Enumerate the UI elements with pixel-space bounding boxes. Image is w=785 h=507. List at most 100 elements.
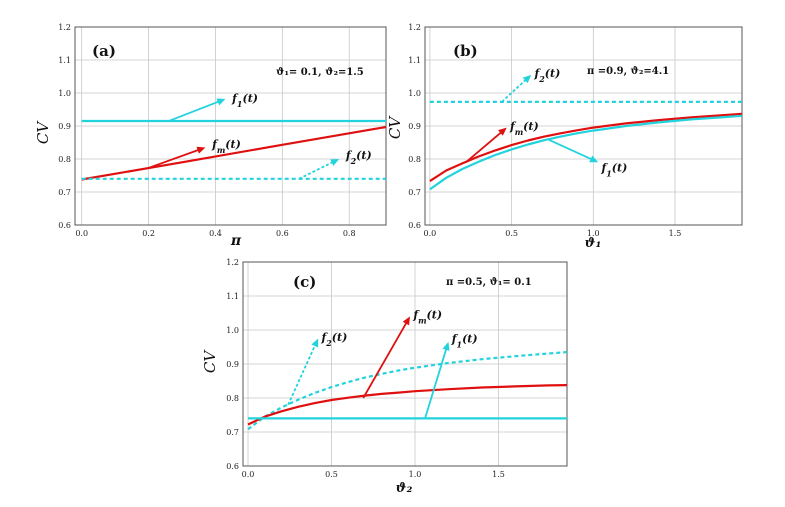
x-tick-label: 0.8 (343, 229, 356, 238)
annotation-arg: (t) (356, 149, 372, 162)
series-line-f1t (429, 114, 743, 191)
annotation-subscript: m (217, 145, 225, 155)
annotation-subscript: 2 (325, 338, 332, 348)
y-axis-label: CV (386, 115, 404, 139)
x-tick-label: 1.5 (492, 470, 505, 479)
x-tick-label: 0.5 (505, 229, 518, 238)
plot-frame (242, 261, 568, 467)
panel-c: 0.0 0.5 1.0 1.5 0.6 0.7 0.8 0.9 1.0 1.1 1.2 CV ϑ₂ (c)… (201, 258, 568, 496)
y-tick-label: 0.8 (226, 394, 239, 403)
y-tick-label: 1.0 (226, 326, 239, 335)
annotation-arrowhead (196, 146, 206, 154)
annotation-label: fm(t) (412, 309, 442, 326)
annotation-subscript: 1 (606, 168, 612, 178)
x-tick-label: 1.5 (669, 229, 682, 238)
y-tick-label: 1.1 (226, 292, 239, 301)
x-tick-label: 1.0 (409, 470, 422, 479)
x-tick-label: 0.5 (325, 470, 338, 479)
annotation-subscript: 1 (237, 99, 243, 109)
annotation-arrowhead (522, 74, 532, 84)
annotation-arrow-line (168, 100, 220, 122)
x-tick-label: 0.4 (209, 229, 222, 238)
annotation-arg: (t) (427, 309, 443, 322)
annotation-arg: (t) (242, 92, 258, 105)
x-tick-label: 0.0 (424, 229, 437, 238)
annotation-label: fm(t) (509, 120, 539, 137)
y-tick-label: 0.9 (58, 122, 71, 131)
annotation-arg: (t) (225, 138, 241, 151)
x-tick-label: 1.0 (587, 229, 600, 238)
annotation-arrowhead (442, 341, 450, 351)
annotation-label: f1(t) (600, 161, 627, 178)
annotation-arrow-line (287, 344, 317, 406)
annotation-arrowhead (402, 316, 411, 326)
annotation-arrowhead (330, 159, 340, 166)
annotation-arg: (t) (545, 67, 561, 80)
plot-frame (424, 26, 743, 226)
series-line-fmt (429, 112, 743, 183)
y-tick-label: 0.9 (408, 122, 421, 131)
y-tick-label: 0.7 (408, 188, 421, 197)
y-tick-label: 0.7 (226, 428, 239, 437)
annotation-arrow-line (424, 348, 448, 419)
annotation-arrow-line (547, 138, 593, 161)
y-axis-label: CV (201, 349, 219, 373)
annotation-arrowhead (589, 155, 599, 163)
annotation-arg: (t) (523, 120, 539, 133)
y-tick-label: 1.0 (408, 89, 421, 98)
y-axis-label: CV (34, 120, 52, 144)
x-axis-label: π (230, 233, 242, 249)
y-tick-label: 0.8 (58, 155, 71, 164)
x-axis-label: ϑ₁ (585, 236, 602, 251)
y-tick-label: 0.6 (408, 221, 421, 230)
series-line-fmt (81, 125, 387, 181)
annotation-label: f2(t) (320, 331, 347, 348)
panel-label: (b) (453, 42, 478, 60)
annotation-arrowhead (311, 338, 319, 348)
annotation-arrow-line (501, 79, 527, 103)
params-text: π =0.9, ϑ₂=4.1 (587, 66, 669, 77)
x-axis-label: ϑ₂ (396, 481, 413, 496)
annotation-arrow-line (465, 131, 502, 163)
y-tick-label: 0.7 (58, 188, 71, 197)
annotation-subscript: 1 (456, 340, 462, 350)
series-line-fmt (247, 384, 568, 426)
annotation-arg: (t) (462, 333, 478, 346)
panel-a: 0.0 0.2 0.4 0.6 0.8 0.6 0.7 0.8 0.9 1.0 1.1 1.2 CV π (… (34, 23, 387, 249)
series-line-f2t (247, 351, 568, 431)
y-tick-label: 0.8 (408, 155, 421, 164)
annotation-arg: (t) (612, 161, 628, 174)
annotation-subscript: 2 (350, 156, 357, 166)
annotation-label: f1(t) (231, 92, 258, 109)
y-tick-label: 1.2 (226, 258, 239, 267)
y-tick-label: 0.9 (226, 360, 239, 369)
annotation-arrow-line (148, 149, 199, 169)
annotation-arrow-line (298, 161, 334, 180)
annotation-arrowhead (216, 98, 226, 106)
x-tick-label: 0.6 (276, 229, 289, 238)
y-tick-label: 1.1 (408, 56, 421, 65)
panel-label: (c) (293, 273, 316, 291)
annotation-subscript: m (515, 127, 523, 137)
params-text: ϑ₁= 0.1, ϑ₂=1.5 (276, 67, 364, 78)
annotation-label: f1(t) (451, 333, 478, 350)
annotation-label: f2(t) (533, 67, 560, 84)
x-tick-label: 0.0 (75, 229, 88, 238)
annotation-subscript: m (418, 316, 426, 326)
annotation-subscript: 2 (538, 74, 545, 84)
panel-label: (a) (92, 42, 116, 60)
params-text: π =0.5, ϑ₁= 0.1 (446, 277, 532, 288)
x-tick-label: 0.2 (142, 229, 155, 238)
annotation-arrow-line (362, 322, 408, 399)
panel-b: 0.0 0.5 1.0 1.5 0.6 0.7 0.8 0.9 1.0 1.1 1.2 CV ϑ₁ (b)… (386, 23, 743, 251)
x-tick-label: 0.0 (242, 470, 255, 479)
y-tick-label: 0.6 (58, 221, 71, 230)
y-tick-label: 1.1 (58, 56, 71, 65)
y-tick-label: 0.6 (226, 462, 239, 471)
y-tick-label: 1.2 (408, 23, 421, 32)
plot-frame (74, 26, 387, 226)
y-tick-label: 1.2 (58, 23, 71, 32)
annotation-arg: (t) (332, 331, 348, 344)
annotation-arrowhead (498, 127, 507, 136)
